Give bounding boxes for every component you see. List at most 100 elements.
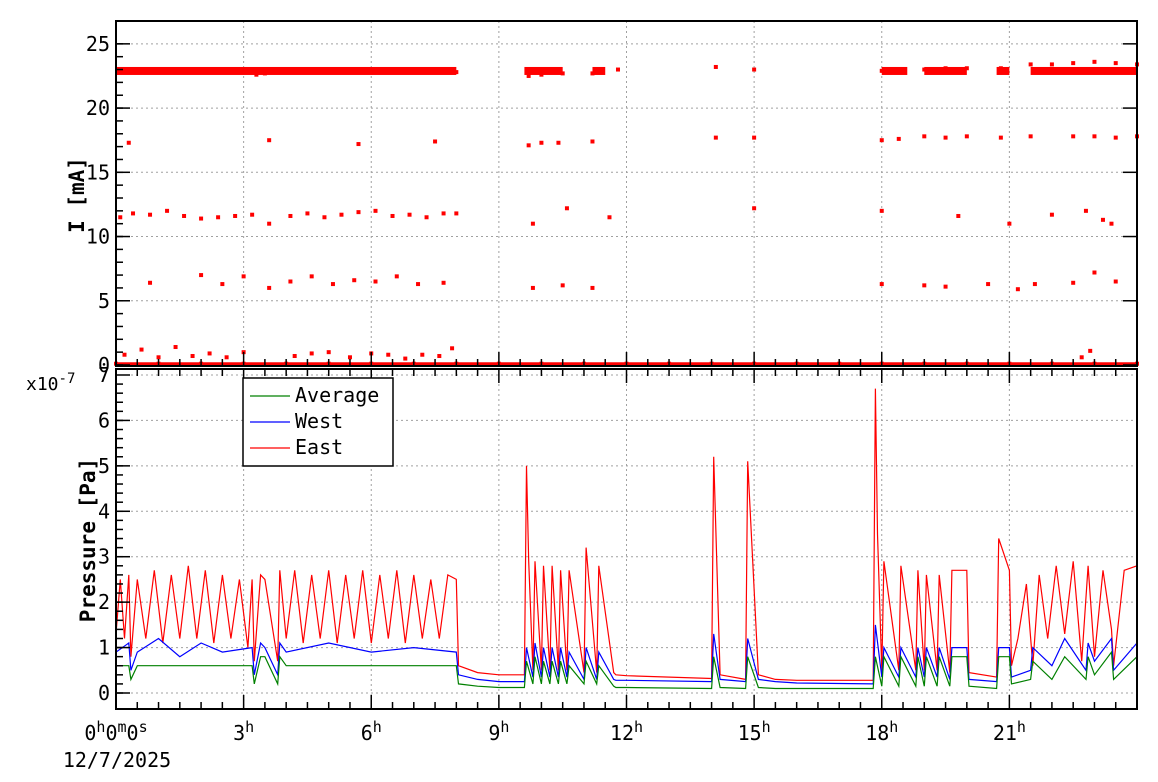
current-ytick-label: 5	[98, 289, 110, 313]
pressure-ytick-label: 0	[98, 681, 110, 705]
current-point	[998, 135, 1003, 140]
pressure-series-average	[116, 650, 1138, 690]
current-point	[1032, 282, 1037, 287]
current-point	[922, 283, 927, 288]
current-point	[441, 280, 446, 285]
current-point	[356, 142, 361, 147]
current-point	[943, 135, 948, 140]
current-point	[356, 210, 361, 215]
current-point	[216, 215, 221, 220]
current-point	[752, 67, 757, 72]
pressure-ytick-label: 2	[98, 590, 110, 614]
current-point	[590, 285, 595, 290]
current-point	[1113, 279, 1118, 284]
current-point	[131, 211, 136, 216]
pressure-ytick-label: 3	[98, 545, 110, 569]
current-point	[530, 221, 535, 226]
current-point	[964, 134, 969, 139]
current-point	[752, 206, 757, 211]
time-tick-part: 0	[127, 721, 139, 745]
current-band-segment	[881, 66, 908, 75]
current-point	[1109, 221, 1114, 226]
current-point	[922, 134, 927, 139]
time-tick-label: 18h	[865, 718, 898, 745]
time-tick-part: h	[373, 718, 382, 736]
current-point	[420, 352, 425, 357]
current-point	[450, 346, 455, 351]
time-tick-part: m	[118, 718, 127, 736]
current-point	[199, 273, 204, 278]
time-tick-part: h	[500, 718, 509, 736]
current-point	[1015, 287, 1020, 292]
current-point	[390, 213, 395, 218]
current-point	[241, 274, 246, 279]
current-band-segment	[996, 66, 1010, 75]
current-ytick-label: 25	[86, 32, 110, 56]
current-point	[1113, 135, 1118, 140]
current-point	[165, 208, 170, 213]
time-tick-part: h	[1017, 718, 1026, 736]
pressure-ytick-label: 6	[98, 408, 110, 432]
current-point	[879, 138, 884, 143]
current-point	[207, 351, 212, 356]
time-tick-part: 0	[105, 721, 117, 745]
current-point	[339, 212, 344, 217]
pressure-ytick-label: 7	[98, 363, 110, 387]
current-point	[1079, 355, 1084, 360]
time-tick-part: 9	[488, 721, 500, 745]
time-tick-part: h	[889, 718, 898, 736]
current-point	[713, 64, 718, 69]
pressure-ytick-label: 1	[98, 636, 110, 660]
current-point	[224, 355, 229, 360]
current-point	[1083, 208, 1088, 213]
current-panel-axes: 0 5 10 15 20 25	[86, 32, 1138, 377]
current-point	[403, 356, 408, 361]
current-point	[1028, 134, 1033, 139]
time-tick-part: s	[139, 718, 148, 736]
current-point	[560, 283, 565, 288]
exponent-power: -7	[59, 371, 76, 387]
current-point	[386, 352, 391, 357]
current-ytick-label: 20	[86, 96, 110, 120]
current-band-segment	[524, 66, 563, 75]
current-point	[1100, 217, 1105, 222]
current-band-segment	[1030, 66, 1137, 75]
current-point	[526, 73, 531, 78]
current-point	[956, 213, 961, 218]
current-point	[267, 138, 272, 143]
current-point	[590, 139, 595, 144]
current-point	[156, 355, 161, 360]
legend-label-average: Average	[295, 383, 379, 407]
current-point	[292, 354, 297, 359]
current-point	[288, 213, 293, 218]
current-point	[416, 282, 421, 287]
current-point	[454, 211, 459, 216]
current-point	[182, 213, 187, 218]
current-ytick-label: 10	[86, 225, 110, 249]
time-tick-part: 6	[361, 721, 373, 745]
current-point	[373, 279, 378, 284]
current-point	[879, 208, 884, 213]
current-point	[526, 143, 531, 148]
time-tick-part: h	[245, 718, 254, 736]
current-point	[139, 347, 144, 352]
current-point	[943, 284, 948, 289]
current-point	[556, 140, 561, 145]
current-point	[433, 139, 438, 144]
current-point	[1049, 62, 1054, 67]
current-point	[118, 215, 123, 220]
current-point	[564, 206, 569, 211]
current-point	[1049, 212, 1054, 217]
current-point	[220, 282, 225, 287]
legend: Average West East	[242, 377, 394, 467]
time-tick-label: 0h0m0s	[84, 718, 147, 745]
time-tick-part: 15	[738, 721, 762, 745]
current-point	[352, 278, 357, 283]
pressure-ytick-label: 4	[98, 499, 110, 523]
current-point	[122, 352, 127, 357]
time-tick-part: h	[762, 718, 771, 736]
current-point	[1092, 59, 1097, 64]
current-point	[309, 351, 314, 356]
